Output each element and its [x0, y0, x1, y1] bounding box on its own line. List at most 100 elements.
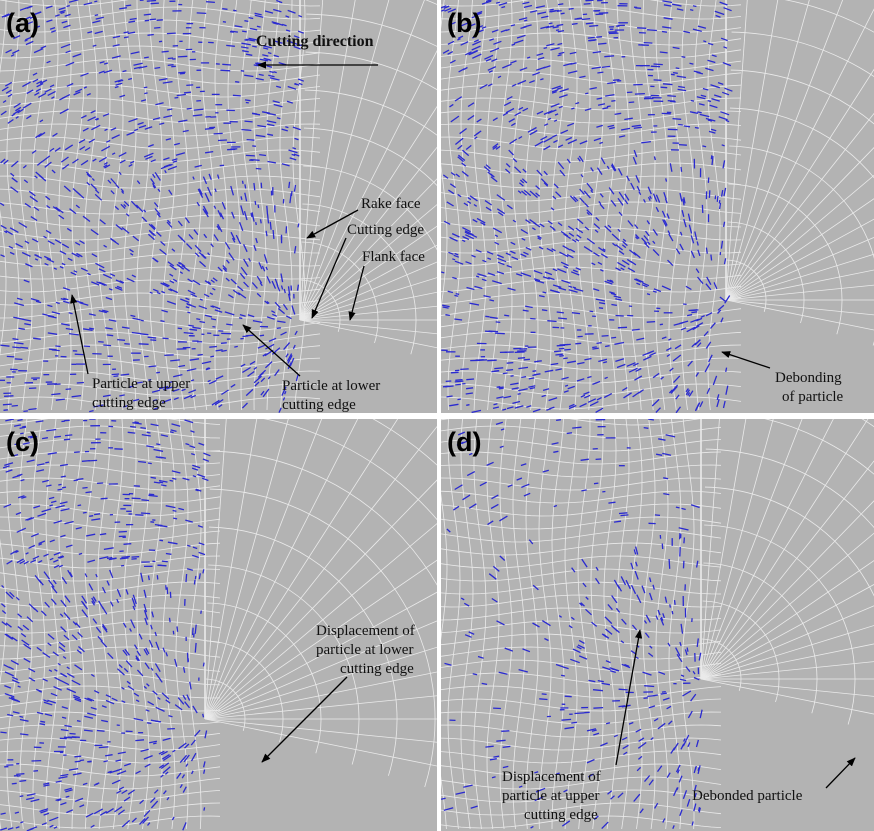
vector: [676, 507, 680, 508]
vector: [173, 511, 177, 512]
vector: [673, 119, 682, 120]
vector: [690, 63, 694, 64]
vector: [156, 444, 160, 445]
vector: [209, 347, 217, 348]
vector: [94, 514, 100, 515]
vector: [544, 48, 547, 49]
vector: [103, 345, 111, 346]
annotation: Rake face: [361, 196, 421, 212]
vector: [660, 324, 663, 325]
vector: [244, 21, 248, 22]
vector: [575, 343, 581, 344]
vector: [543, 292, 547, 293]
vector: [155, 68, 161, 69]
vector: [597, 72, 603, 73]
vector: [140, 334, 148, 335]
vector: [559, 356, 564, 357]
vector: [717, 196, 718, 202]
vector: [175, 98, 179, 99]
vector: [496, 740, 505, 741]
vector: [586, 23, 594, 24]
vector: [162, 51, 169, 52]
vector: [690, 10, 693, 11]
vector: [130, 427, 136, 428]
vector: [594, 483, 598, 484]
vector: [187, 108, 192, 109]
vector: [20, 796, 24, 797]
vector: [40, 721, 45, 722]
vector: [523, 310, 529, 311]
annotation-line: particle at upper: [502, 788, 599, 804]
vector: [561, 13, 565, 14]
vector: [555, 354, 562, 355]
vector: [532, 375, 536, 376]
vector: [194, 580, 195, 585]
vector: [84, 346, 90, 347]
vector: [256, 169, 261, 170]
vector: [605, 346, 610, 347]
annotation-line: Particle at upper: [92, 376, 190, 392]
vector: [15, 359, 23, 360]
vector: [170, 432, 174, 433]
vector: [159, 540, 163, 541]
vector: [150, 19, 156, 20]
vector: [148, 35, 154, 36]
vector: [198, 355, 203, 356]
vector: [188, 325, 193, 326]
vector: [455, 380, 462, 381]
vector: [445, 315, 450, 316]
vector: [466, 379, 474, 380]
vector: [62, 487, 66, 488]
vector: [593, 708, 603, 709]
vector: [242, 130, 252, 131]
vector: [117, 340, 125, 341]
vector: [77, 721, 81, 722]
vector: [249, 18, 254, 19]
vector: [669, 559, 670, 569]
vector: [178, 328, 182, 329]
vector: [518, 358, 525, 359]
vector: [203, 569, 204, 573]
vector: [173, 518, 177, 519]
vector: [257, 26, 261, 27]
vector: [226, 324, 232, 325]
vector: [12, 347, 20, 348]
vector: [86, 492, 92, 493]
vector: [607, 106, 611, 107]
vector: [644, 686, 654, 687]
vector: [233, 10, 236, 11]
vector: [166, 554, 172, 555]
vector: [160, 321, 164, 322]
vector: [164, 355, 173, 356]
vector: [273, 230, 274, 239]
vector: [19, 781, 26, 782]
vector: [74, 756, 81, 757]
vector: [675, 600, 676, 605]
vector: [611, 101, 615, 102]
vector: [151, 3, 159, 4]
vector: [167, 33, 176, 34]
vector: [613, 80, 620, 81]
vector: [726, 368, 727, 372]
vector: [558, 4, 563, 5]
vector: [632, 329, 640, 330]
vector: [673, 73, 678, 74]
vector: [52, 350, 60, 351]
vector: [119, 532, 127, 533]
vector: [485, 746, 493, 747]
vector: [254, 65, 259, 66]
vector: [503, 373, 508, 374]
vector: [3, 404, 12, 405]
vector: [12, 406, 18, 407]
vector: [564, 349, 571, 350]
vector: [691, 312, 697, 313]
vector: [647, 294, 650, 295]
vector: [572, 427, 581, 428]
vector: [95, 15, 98, 16]
vector: [647, 30, 657, 31]
vector: [298, 285, 299, 291]
vector: [291, 191, 292, 196]
vector: [608, 502, 615, 503]
vector: [170, 618, 171, 622]
vector: [121, 374, 130, 375]
